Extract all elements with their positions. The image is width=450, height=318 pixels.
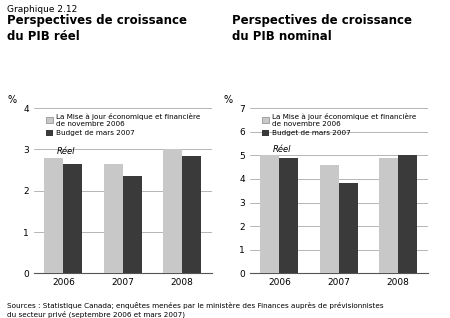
Legend: La Mise à jour économique et financière
de novembre 2006, Budget de mars 2007: La Mise à jour économique et financière … — [262, 114, 417, 136]
Text: Réel: Réel — [273, 145, 291, 154]
Text: Perspectives de croissance
du PIB réel: Perspectives de croissance du PIB réel — [7, 14, 187, 43]
Bar — [163, 149, 182, 273]
Bar — [279, 158, 298, 273]
Bar — [122, 176, 142, 273]
Bar — [320, 165, 339, 273]
Bar — [63, 164, 82, 273]
Y-axis label: %: % — [224, 95, 233, 105]
Text: Graphique 2.12: Graphique 2.12 — [7, 5, 77, 14]
Legend: La Mise à jour économique et financière
de novembre 2006, Budget de mars 2007: La Mise à jour économique et financière … — [46, 114, 201, 136]
Text: Perspectives de croissance
du PIB nominal: Perspectives de croissance du PIB nomina… — [232, 14, 412, 43]
Y-axis label: %: % — [8, 95, 17, 105]
Bar — [398, 156, 417, 273]
Bar — [261, 156, 279, 273]
Bar — [45, 158, 63, 273]
Bar — [339, 183, 358, 273]
Bar — [182, 156, 201, 273]
Bar — [379, 158, 398, 273]
Text: Sources : Statistique Canada; enquêtes menées par le ministère des Finances aupr: Sources : Statistique Canada; enquêtes m… — [7, 302, 383, 318]
Text: Réel: Réel — [57, 148, 75, 156]
Bar — [104, 164, 122, 273]
